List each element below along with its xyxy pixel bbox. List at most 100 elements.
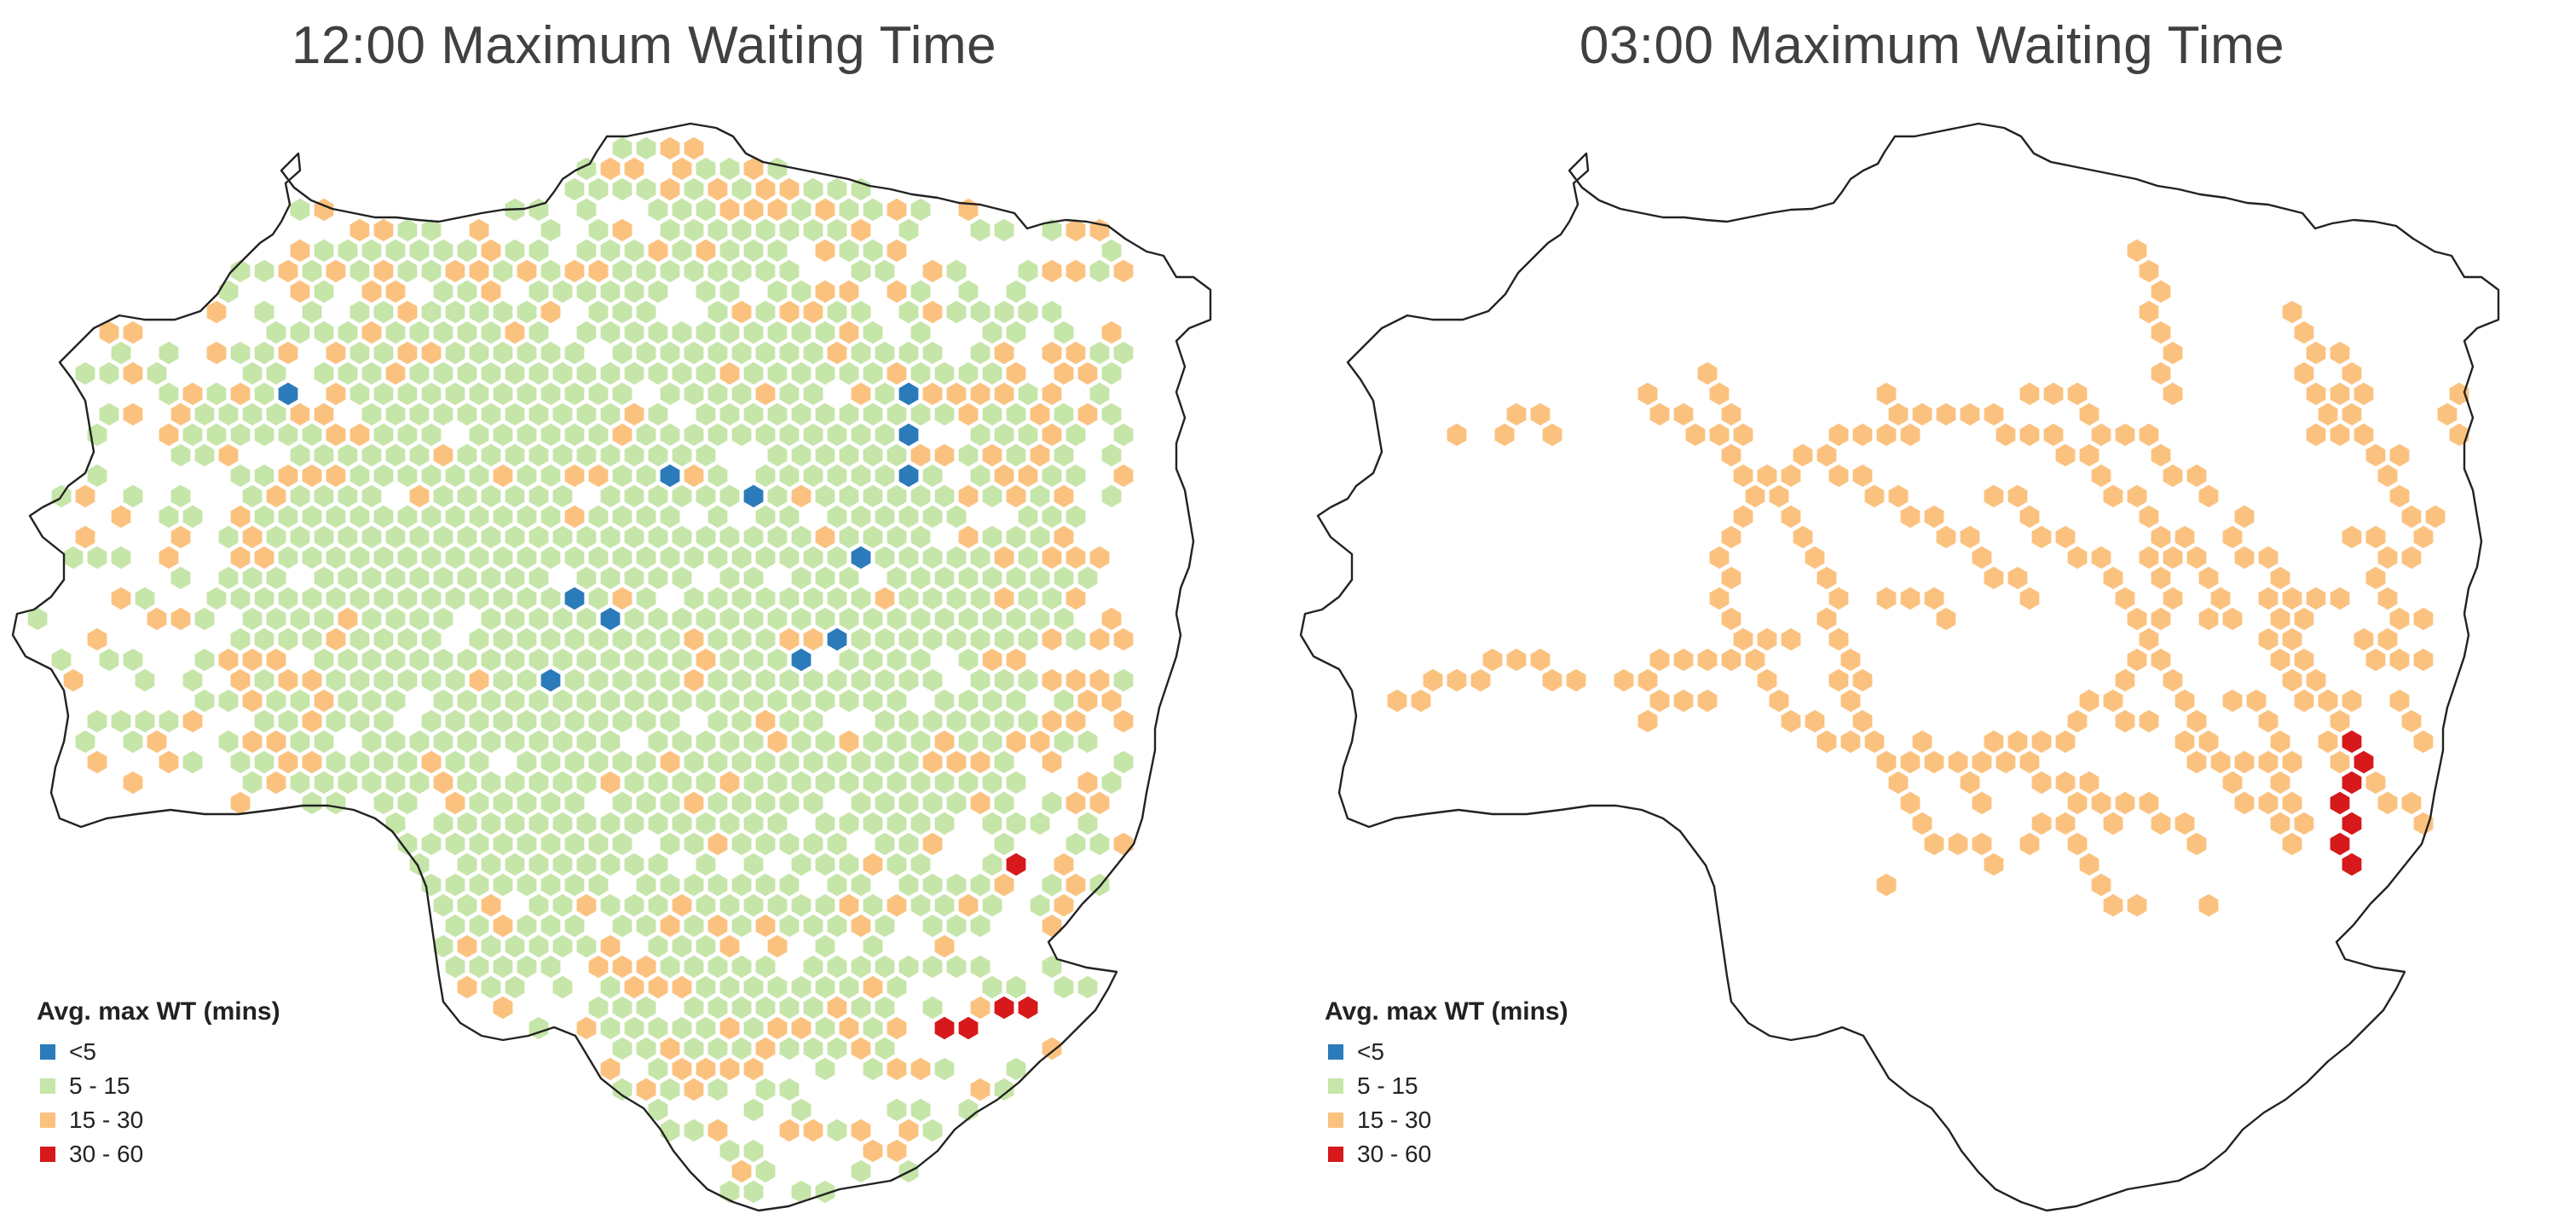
hex-cell [1769, 689, 1789, 713]
hex-cell [815, 1016, 835, 1040]
hex-cell [409, 730, 430, 754]
hex-cell [517, 873, 537, 897]
hex-cell [887, 361, 907, 385]
hex-cell [708, 1078, 728, 1101]
hex-cell [2282, 627, 2302, 651]
hex-cell [1006, 280, 1026, 303]
hex-cell [636, 464, 656, 488]
hex-cell [612, 341, 632, 365]
hex-cell [648, 198, 668, 222]
hex-cell [970, 627, 991, 651]
hex-cell [815, 934, 835, 958]
hex-cell [2067, 709, 2088, 733]
hex-cell [397, 341, 418, 365]
hex-cell [469, 587, 489, 610]
hex-cell [385, 402, 406, 426]
hex-cell [99, 402, 119, 426]
hex-cell [719, 198, 740, 222]
hex-cell [373, 587, 394, 610]
hex-cell [540, 464, 561, 488]
hex-cell [159, 505, 179, 529]
hex-cell [469, 791, 489, 815]
hex-cell [624, 361, 644, 385]
hex-cell [540, 505, 561, 529]
hex-cell [2127, 607, 2147, 631]
hex-cell [493, 791, 513, 815]
hex-cell [1006, 566, 1026, 590]
hex-cell [1101, 402, 1122, 426]
hex-cell [2175, 525, 2195, 549]
hex-cell [803, 709, 823, 733]
hex-cell [182, 423, 203, 447]
hex-cell [708, 832, 728, 856]
hex-cell [743, 566, 764, 590]
hex-cell [946, 914, 967, 938]
hex-cell [564, 832, 585, 856]
hex-cell [839, 607, 859, 631]
hex-cell [409, 239, 430, 263]
hex-cell [445, 668, 465, 692]
hex-cell [648, 525, 668, 549]
hex-cell [505, 812, 525, 835]
legend-item-30-60: 30 - 60 [37, 1137, 395, 1171]
hex-cell [266, 525, 286, 549]
hex-cell [1113, 750, 1134, 774]
hex-cell [994, 750, 1014, 774]
hex-cell [373, 668, 394, 692]
hex-cell [755, 709, 776, 733]
hex-cell [135, 709, 155, 733]
hex-cell [982, 975, 1002, 999]
hex-cell [433, 566, 453, 590]
hex-cell [1614, 668, 1634, 692]
hex-cell [660, 709, 680, 733]
hex-cell [123, 648, 143, 672]
hex-cell [433, 443, 453, 467]
hex-cell [803, 1037, 823, 1061]
hex-cell [708, 423, 728, 447]
hex-cell [743, 812, 764, 835]
hex-cell [349, 750, 370, 774]
hex-cell [290, 198, 310, 222]
hex-cell [457, 689, 477, 713]
hex-cell [1030, 484, 1050, 508]
hex-cell [1936, 525, 1956, 549]
hex-cell [218, 280, 239, 303]
hex-cell [385, 689, 406, 713]
hex-cell [278, 464, 298, 488]
hex-cell [445, 709, 465, 733]
hex-cell [505, 525, 525, 549]
hex-cell [600, 689, 621, 713]
hex-cell [576, 852, 597, 876]
hex-cell [755, 218, 776, 242]
hex-cell [612, 546, 632, 569]
hex-cell [517, 505, 537, 529]
hex-cell [696, 402, 716, 426]
hex-cell [827, 1118, 847, 1142]
hex-cell [2306, 587, 2326, 610]
hex-cell [481, 893, 501, 917]
hex-cell [397, 587, 418, 610]
hex-cell [600, 730, 621, 754]
hex-cell [708, 668, 728, 692]
hex-cell [1089, 341, 1110, 365]
hex-cell [898, 505, 919, 529]
hex-cell [1649, 402, 1670, 426]
hex-cell [2163, 464, 2183, 488]
hex-cell [2151, 525, 2171, 549]
hex-cell [242, 484, 263, 508]
hex-cell [326, 341, 346, 365]
hex-cell [863, 361, 883, 385]
hex-cell [934, 484, 955, 508]
hex-cell [182, 668, 203, 692]
hex-cell [2115, 668, 2135, 692]
hex-cell [2377, 791, 2398, 815]
hex-cell [588, 546, 609, 569]
hex-cell [672, 525, 692, 549]
hex-cell [230, 382, 251, 406]
hex-cell [994, 996, 1014, 1020]
hex-cell [660, 218, 680, 242]
hex-cell [2151, 280, 2171, 303]
hex-cell [1721, 566, 1741, 590]
hex-cell [779, 996, 800, 1020]
hex-cell [815, 730, 835, 754]
